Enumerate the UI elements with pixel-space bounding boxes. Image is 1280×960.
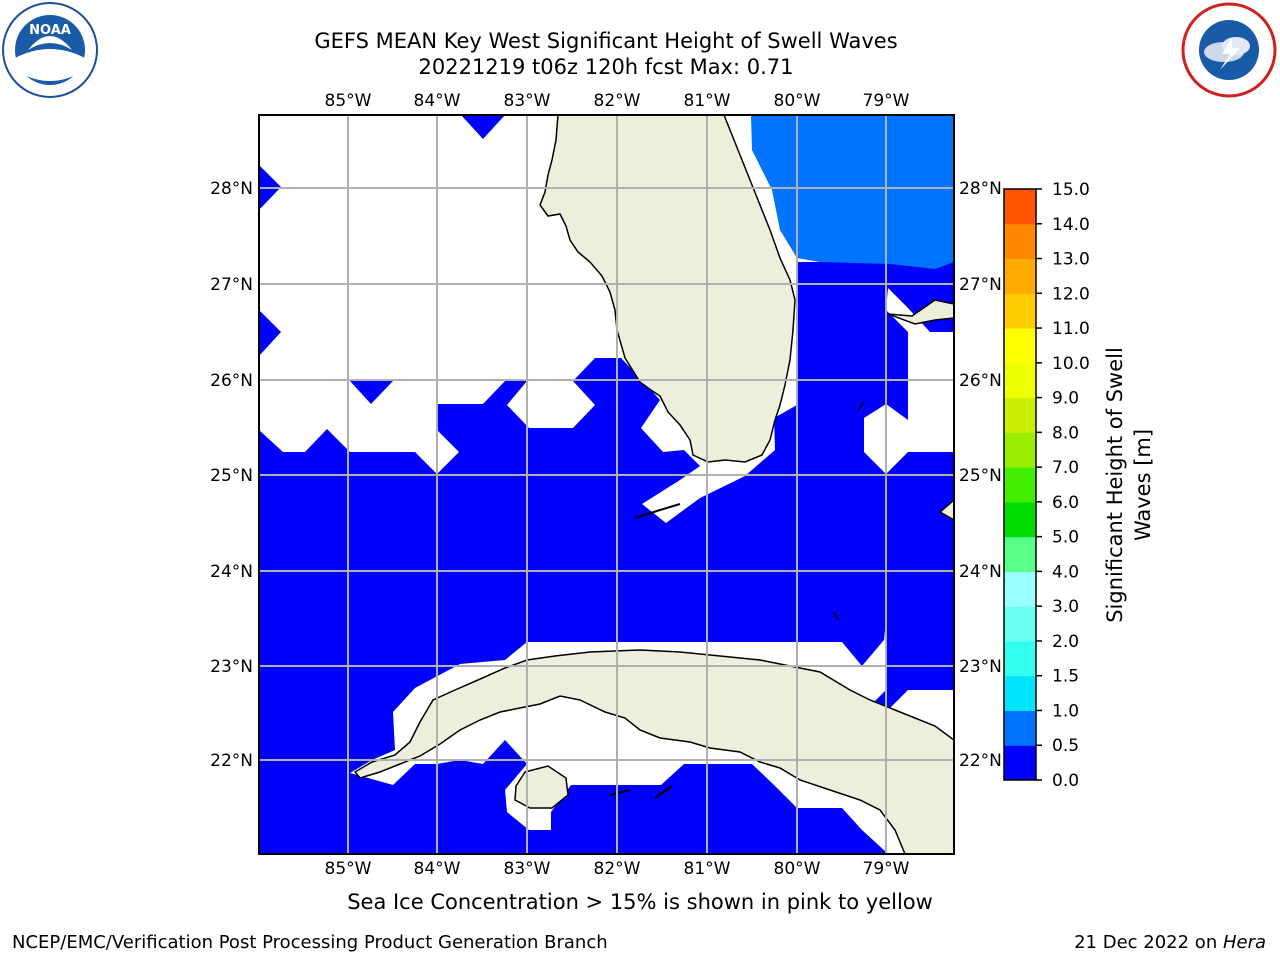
colorbar-tick-label: 2.0 (1052, 632, 1079, 652)
lon-label: 79°W (863, 91, 910, 111)
lon-label: 82°W (594, 91, 641, 111)
date-prefix: 21 Dec 2022 on (1074, 932, 1223, 953)
colorbar-tick-label: 11.0 (1052, 319, 1090, 339)
noaa-logo-text: NOAA (29, 23, 71, 38)
nws-logo (1181, 2, 1277, 98)
colorbar-label-line2: Waves [m] (1131, 429, 1155, 541)
lat-label: 22°N (959, 751, 1002, 771)
lat-label: 27°N (959, 275, 1002, 295)
svg-text:Significant Height of Swell: Significant Height of Swell (1103, 347, 1127, 623)
colorbar-swatch (1004, 710, 1036, 746)
colorbar-tick-label: 8.0 (1052, 423, 1079, 443)
colorbar-tick-label: 10.0 (1052, 354, 1090, 374)
colorbar-ticks: 0.0 0.5 1.0 1.5 2.0 3.0 4.0 5.0 6.0 7.0 8.0 9.0 10.0… (1036, 180, 1090, 791)
colorbar-tick-label: 14.0 (1052, 215, 1090, 235)
swell-patch-offshore (350, 381, 393, 404)
swell-patch-gulf-north (461, 115, 505, 139)
colorbar-tick-label: 15.0 (1052, 180, 1090, 200)
lat-label: 25°N (959, 466, 1002, 486)
colorbar-swatch (1004, 328, 1036, 364)
lon-labels-top: 85°W 84°W 83°W 82°W 81°W 80°W 79°W (325, 91, 910, 111)
date-host: Hera (1222, 932, 1266, 953)
florida-land (539, 115, 796, 463)
lat-label: 22°N (210, 751, 253, 771)
map-title-line1: GEFS MEAN Key West Significant Height of… (314, 29, 898, 53)
graticule (259, 115, 954, 854)
colorbar-swatch (1004, 467, 1036, 503)
lon-label: 85°W (325, 91, 372, 111)
swell-patch-west (259, 310, 281, 356)
colorbar-tick-label: 5.0 (1052, 528, 1079, 548)
lon-label: 85°W (325, 859, 372, 879)
lon-label: 83°W (504, 859, 551, 879)
lon-label: 82°W (594, 859, 641, 879)
colorbar-tick-label: 7.0 (1052, 458, 1079, 478)
map-area (259, 115, 954, 854)
swell-field-low (259, 262, 954, 854)
lat-labels-left: 28°N 27°N 26°N 25°N 24°N 23°N 22°N (210, 179, 253, 771)
lat-labels-right: 28°N 27°N 26°N 25°N 24°N 23°N 22°N (959, 179, 1002, 771)
colorbar-tick-label: 0.0 (1052, 771, 1079, 791)
colorbar-label-line1: Significant Height of Swell (1103, 347, 1127, 623)
colorbar (1003, 188, 1037, 781)
lat-label: 26°N (210, 371, 253, 391)
lon-label: 84°W (414, 91, 461, 111)
cuba-land (353, 649, 954, 854)
lon-label: 79°W (863, 859, 910, 879)
lat-label: 28°N (959, 179, 1002, 199)
lon-label: 80°W (774, 859, 821, 879)
colorbar-swatch (1004, 536, 1036, 572)
lat-label: 23°N (959, 657, 1002, 677)
colorbar-swatch (1004, 258, 1036, 294)
lat-label: 26°N (959, 371, 1002, 391)
colorbar-tick-label: 12.0 (1052, 284, 1090, 304)
lat-label: 24°N (959, 562, 1002, 582)
colorbar-tick-label: 9.0 (1052, 389, 1079, 409)
lat-label: 23°N (210, 657, 253, 677)
colorbar-swatch (1004, 571, 1036, 607)
colorbar-tick-label: 6.0 (1052, 493, 1079, 513)
colorbar-swatch (1004, 397, 1036, 433)
colorbar-swatch (1004, 606, 1036, 642)
isle-of-youth (514, 765, 569, 809)
map-title-line2: 20221219 t06z 120h fcst Max: 0.71 (418, 55, 794, 79)
credit-line: NCEP/EMC/Verification Post Processing Pr… (12, 932, 608, 953)
colorbar-swatch (1004, 432, 1036, 468)
sea-ice-note: Sea Ice Concentration > 15% is shown in … (347, 890, 933, 914)
colorbar-swatch (1004, 362, 1036, 399)
colorbar-swatch (1004, 675, 1036, 711)
noaa-logo: NOAA (2, 2, 98, 98)
lat-label: 28°N (210, 179, 253, 199)
colorbar-tick-label: 1.5 (1052, 667, 1079, 687)
colorbar-frame (1003, 188, 1037, 781)
colorbar-swatch (1004, 745, 1036, 781)
colorbar-swatch (1004, 293, 1036, 329)
colorbar-tick-label: 1.0 (1052, 701, 1079, 721)
colorbar-tick-label: 13.0 (1052, 250, 1090, 270)
lon-labels-bottom: 85°W 84°W 83°W 82°W 81°W 80°W 79°W (325, 859, 910, 879)
lon-label: 83°W (504, 91, 551, 111)
colorbar-swatch (1004, 501, 1036, 538)
lon-label: 81°W (684, 91, 731, 111)
swell-field-moderate (751, 115, 954, 269)
colorbar-tick-label: 0.5 (1052, 736, 1079, 756)
lat-label: 27°N (210, 275, 253, 295)
lon-label: 81°W (684, 859, 731, 879)
date-line: 21 Dec 2022 on Hera (1074, 932, 1266, 953)
lon-label: 84°W (414, 859, 461, 879)
bahamas-land (887, 299, 954, 325)
colorbar-swatch (1004, 640, 1036, 677)
lat-label: 25°N (210, 466, 253, 486)
svg-text:Waves [m]: Waves [m] (1131, 429, 1155, 541)
lon-label: 80°W (774, 91, 821, 111)
lat-label: 24°N (210, 562, 253, 582)
colorbar-tick-label: 3.0 (1052, 597, 1079, 617)
colorbar-swatch (1004, 223, 1036, 260)
colorbar-tick-label: 4.0 (1052, 562, 1079, 582)
map-frame (258, 114, 955, 855)
colorbar-swatch (1004, 189, 1036, 225)
